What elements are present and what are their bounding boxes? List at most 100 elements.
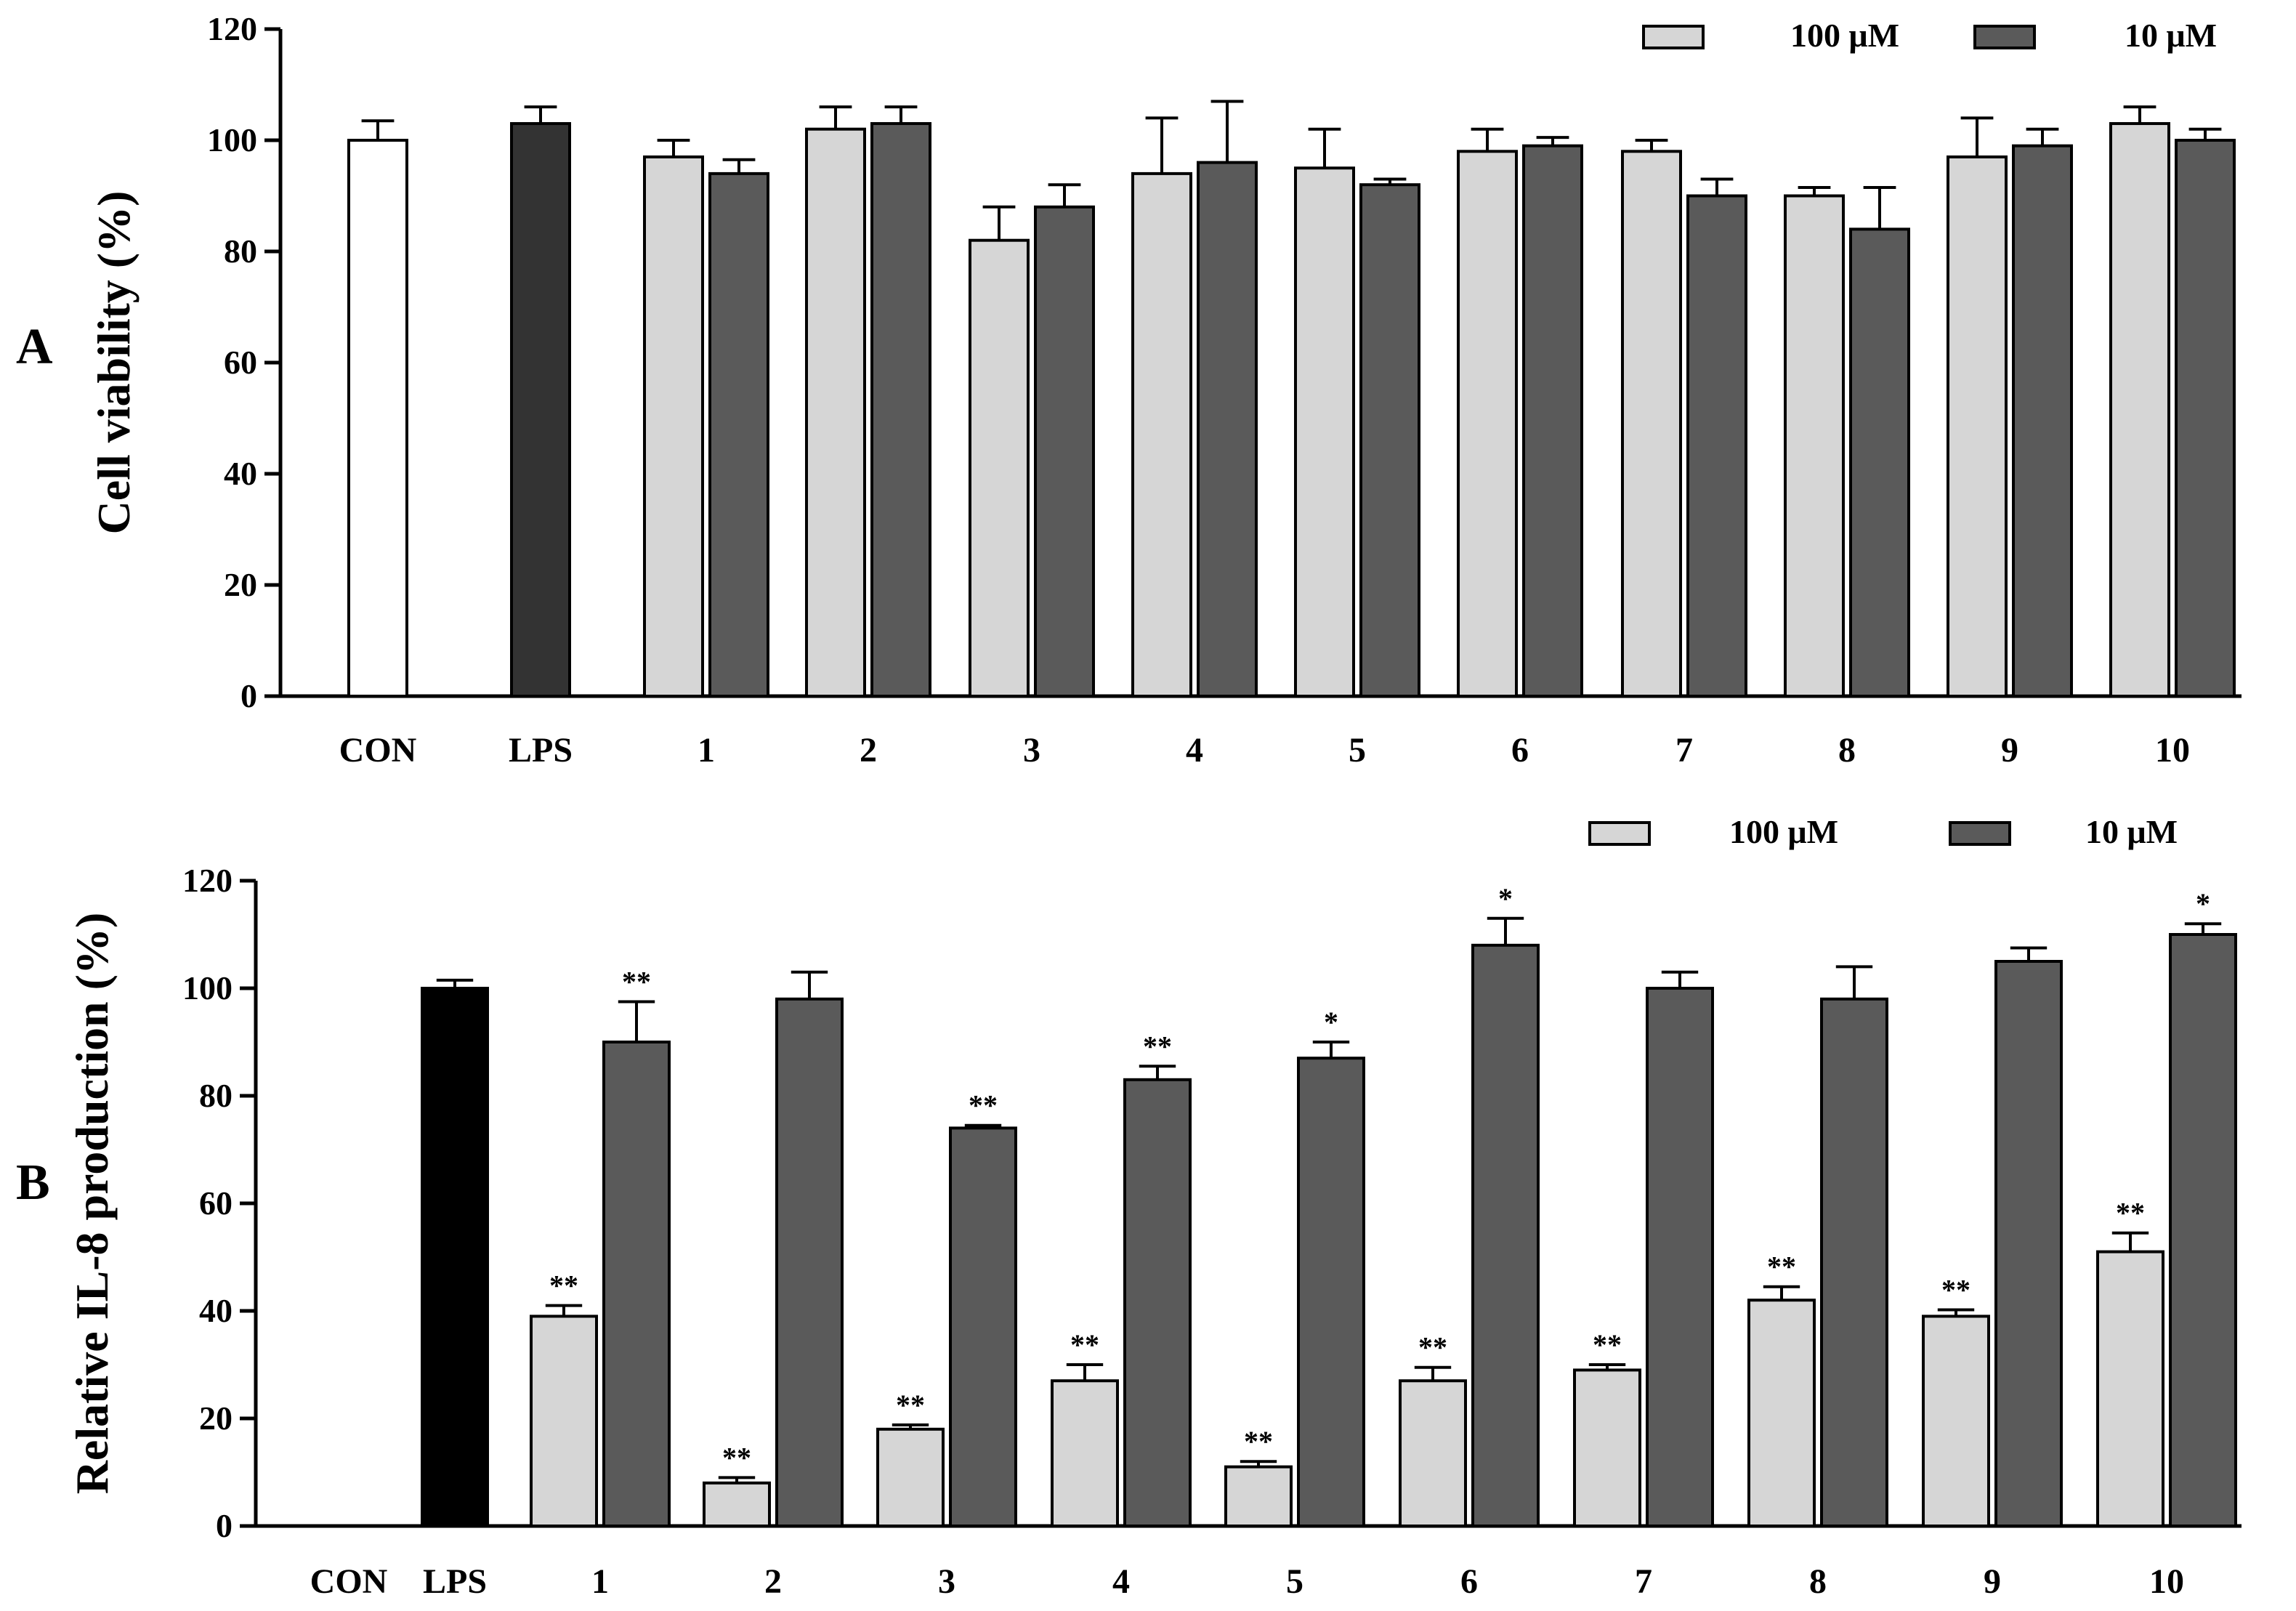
panel-a-x-tick-label: 7: [1675, 731, 1693, 770]
panel-a-bar-100um: [805, 127, 866, 698]
panel-a-y-tick-label: 60: [224, 344, 257, 381]
panel-a-x-tick-label: 9: [2001, 731, 2018, 770]
panel-b-bar-100um: [1573, 1368, 1641, 1528]
panel-a-x-tick-label: CON: [339, 731, 417, 770]
panel-a-bar-10um: [1849, 227, 1910, 698]
panel-a-bar-10um: [708, 171, 769, 698]
panel-b-bar-10um: [1820, 997, 1888, 1528]
panel-b-chart: 0 20 40 60 80 100 120 Relative IL-8 production …: [16, 813, 2242, 1601]
panel-b-significance-label: **: [1244, 1425, 1273, 1458]
panel-a-y-axis-label: Cell viability (%): [88, 191, 140, 535]
panel-a-legend-label: 100 μM: [1790, 17, 1899, 54]
panel-a-bar-100um: [1457, 150, 1518, 698]
panel-a-legend-label: 10 μM: [2125, 17, 2217, 54]
panel-b-significance-label: **: [896, 1389, 925, 1421]
panel-b-x-tick-label: LPS: [423, 1562, 487, 1601]
panel-a-bar-100um: [1294, 166, 1355, 698]
panel-a-bar-lps: [510, 122, 571, 698]
panel-b-bar-100um: [530, 1315, 598, 1528]
panel-b-x-tick-label: 10: [2149, 1562, 2184, 1601]
panel-a-x-tick-label: 8: [1838, 731, 1856, 770]
panel-b-bar-100um: [703, 1481, 771, 1528]
panel-a-bar-100um: [969, 238, 1030, 698]
panel-b-x-tick-label: 5: [1286, 1562, 1303, 1601]
panel-a-x-tick-label: 10: [2155, 731, 2190, 770]
panel-b-bar-100um: [876, 1427, 945, 1528]
panel-b-y-tick-label: 0: [216, 1507, 233, 1544]
panel-a-x-tick-label: 4: [1186, 731, 1203, 770]
panel-a-bar-10um: [2175, 139, 2236, 698]
panel-b-x-tick-label: 9: [1984, 1562, 2001, 1601]
panel-b-significance-label: *: [1498, 882, 1513, 915]
panel-b-x-tick-label: 2: [764, 1562, 782, 1601]
panel-b-x-tick-label: 3: [938, 1562, 955, 1601]
panel-b-bar-10um: [775, 997, 844, 1528]
panel-a-bar-10um: [1686, 194, 1747, 698]
panel-b-bar-100um: [1922, 1315, 1990, 1528]
panel-b-x-tick-label: CON: [310, 1562, 388, 1601]
panel-b-legend-swatch: [1588, 821, 1651, 846]
panel-a-x-tick-label: 1: [698, 731, 715, 770]
panel-b-x-tick-label: 6: [1460, 1562, 1478, 1601]
panel-b-significance-label: **: [1143, 1030, 1172, 1062]
panel-b-bar-10um: [1646, 987, 1714, 1527]
panel-b-significance-label: *: [2196, 887, 2210, 920]
panel-b-significance-label: **: [622, 966, 651, 998]
panel-b-significance-label: **: [1418, 1331, 1447, 1364]
panel-b-significance-label: **: [1941, 1274, 1970, 1307]
panel-b-bar-10um: [949, 1126, 1017, 1527]
panel-a-bar-10um: [1034, 205, 1095, 698]
panel-a-bar-10um: [1359, 183, 1420, 698]
panel-b-bar-10um: [2169, 933, 2237, 1527]
panel-a-bar-10um: [1522, 144, 1583, 698]
panel-a-bar-10um: [1197, 161, 1258, 698]
panel-a-bar-100um: [643, 155, 704, 698]
panel-a-legend-swatch: [1973, 25, 2036, 49]
panel-b-x-tick-label: 8: [1809, 1562, 1827, 1601]
panel-b-bar-10um: [1471, 943, 1540, 1528]
panel-b-legend-label: 10 μM: [2085, 813, 2178, 850]
panel-a-x-tick-label: 2: [860, 731, 877, 770]
panel-b-y-tick-label: 40: [199, 1292, 233, 1329]
panel-b-y-axis-label: Relative IL-8 production (%): [66, 913, 118, 1495]
panel-b-bar-10um: [1123, 1078, 1192, 1528]
panel-b-bar-100um: [2096, 1250, 2164, 1527]
panel-b-bar-lps: [421, 987, 489, 1527]
panel-a-bar-100um: [1947, 155, 2008, 698]
panel-a-bar-100um: [2109, 122, 2170, 698]
panel-b-significance-label: **: [1070, 1328, 1099, 1361]
panel-b-bar-100um: [1224, 1465, 1293, 1527]
panel-b-significance-label: **: [2116, 1197, 2145, 1230]
panel-b-y-tick-label: 100: [182, 969, 233, 1006]
panel-a-y-tick-label: 0: [240, 677, 257, 714]
panel-b-bar-100um: [1399, 1379, 1467, 1527]
panel-a-bar-100um: [1784, 194, 1845, 698]
panel-b-x-tick-label: 7: [1635, 1562, 1652, 1601]
panel-a-y-tick-label: 20: [224, 566, 257, 603]
panel-a-bar-10um: [870, 122, 931, 698]
panel-a-chart: 0 20 40 60 80 100 120 Cell viability (%) A CON LPS…: [16, 10, 2242, 770]
panel-b-legend-label: 100 μM: [1729, 813, 1838, 850]
panel-a-y-tick-label: 100: [207, 121, 257, 158]
panel-a-y-tick-label: 80: [224, 233, 257, 270]
panel-a-panel-label: A: [16, 319, 53, 375]
panel-a-x-tick-label: 5: [1349, 731, 1366, 770]
panel-b-y-tick-label: 60: [199, 1184, 233, 1222]
panel-b-bar-100um: [1051, 1379, 1119, 1527]
panel-b-significance-label: **: [1593, 1328, 1622, 1361]
panel-b-significance-label: **: [722, 1441, 751, 1474]
panel-a-legend-swatch: [1642, 25, 1705, 49]
panel-a-y-tick-label: 120: [207, 10, 257, 47]
panel-a-bar-100um: [1131, 171, 1192, 698]
panel-b-bar-100um: [1747, 1299, 1816, 1527]
panel-a-bar-con: [347, 139, 408, 698]
panel-a-bar-100um: [1621, 150, 1682, 698]
panel-a-x-tick-label: LPS: [509, 731, 573, 770]
panel-b-bar-10um: [1994, 960, 2063, 1527]
panel-b-bar-10um: [1297, 1057, 1365, 1527]
panel-a-bar-10um: [2012, 144, 2073, 698]
panel-b-panel-label: B: [16, 1155, 50, 1211]
panel-a-x-tick-label: 6: [1511, 731, 1529, 770]
panel-a-x-tick-label: 3: [1023, 731, 1040, 770]
